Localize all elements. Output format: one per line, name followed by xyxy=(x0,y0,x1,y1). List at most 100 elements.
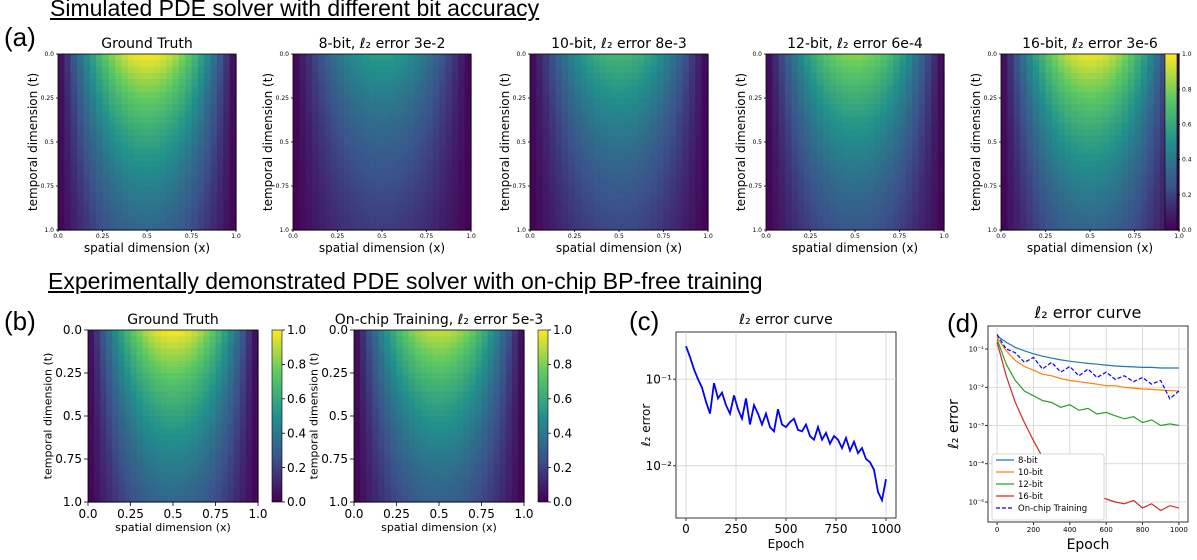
heatmap-cell xyxy=(191,434,198,442)
heatmap-cell xyxy=(215,342,223,350)
heatmap-cell xyxy=(1128,60,1136,68)
heatmap-cell xyxy=(886,179,894,187)
heatmap-cell xyxy=(880,79,888,87)
heatmap-cell xyxy=(612,160,620,168)
heatmap-cell xyxy=(127,60,135,68)
heatmap-cell xyxy=(372,373,379,380)
heatmap-cell xyxy=(842,211,850,219)
heatmap-cell xyxy=(886,142,894,149)
heatmap-cell xyxy=(127,54,135,61)
heatmap-cell xyxy=(1115,211,1123,219)
heatmap-cell xyxy=(587,198,595,206)
heatmap-cell xyxy=(136,465,144,472)
heatmap-cell xyxy=(89,204,97,212)
heatmap-cell xyxy=(599,116,607,124)
heatmap-cell xyxy=(1007,217,1015,225)
heatmap-cell xyxy=(185,477,192,485)
heatmap-cell xyxy=(299,167,307,175)
heatmap-cell xyxy=(912,104,920,112)
heatmap-cell xyxy=(112,422,119,429)
heatmap-cell xyxy=(115,204,123,212)
heatmap-cell xyxy=(829,66,837,74)
heatmap-cell xyxy=(439,79,447,87)
heatmap-cell xyxy=(905,54,913,61)
heatmap-cell xyxy=(695,123,703,131)
heatmap-cell xyxy=(382,110,389,118)
y-tick-label: 0.25 xyxy=(276,95,290,102)
heatmap-cell xyxy=(127,110,135,118)
heatmap-cell xyxy=(1083,186,1091,193)
heatmap-cell xyxy=(1102,142,1110,149)
heatmap-cell xyxy=(58,98,65,105)
heatmap-cell xyxy=(216,142,224,149)
heatmap-cell xyxy=(1134,123,1142,131)
heatmap-cell xyxy=(619,223,626,231)
heatmap-cell xyxy=(360,360,367,368)
heatmap-cell xyxy=(835,60,843,68)
heatmap-cell xyxy=(874,173,882,181)
heatmap-cell xyxy=(657,135,665,143)
heatmap-cell xyxy=(172,116,180,124)
colorbar xyxy=(1164,53,1178,231)
heatmap-cell xyxy=(305,116,313,124)
heatmap-cell xyxy=(1051,116,1059,124)
heatmap-cell xyxy=(153,160,161,168)
heatmap-cell xyxy=(305,204,313,212)
heatmap-cell xyxy=(1090,217,1097,225)
heatmap-cell xyxy=(191,385,198,393)
heatmap-cell xyxy=(354,422,361,429)
heatmap-cell xyxy=(337,173,345,181)
heatmap-cell xyxy=(179,495,186,503)
heatmap-cell xyxy=(118,489,126,497)
heatmap-cell xyxy=(1045,66,1053,74)
heatmap-cell xyxy=(1020,217,1028,225)
heatmap-cell xyxy=(701,154,709,162)
heatmap-cell xyxy=(356,104,364,112)
heatmap-cell xyxy=(331,217,339,225)
heatmap-cell xyxy=(1070,179,1078,187)
panel-b-heatmaps: 0.0 0.25 0.5 0.75 1.00.00.250.50.751.0Ground… xyxy=(42,312,572,534)
heatmap-cell xyxy=(937,154,945,162)
heatmap-cell xyxy=(106,360,113,368)
heatmap-cell xyxy=(354,495,361,503)
heatmap-cell xyxy=(331,79,339,87)
heatmap-cell xyxy=(1159,123,1167,131)
heatmap-cell xyxy=(542,198,550,206)
heatmap-cell xyxy=(568,79,576,87)
heatmap-cell xyxy=(1140,223,1148,231)
heatmap-cell xyxy=(166,336,174,343)
heatmap-cell xyxy=(166,434,174,442)
heatmap-cell xyxy=(439,116,447,124)
heatmap-cell xyxy=(369,217,377,225)
heatmap-cell xyxy=(185,116,193,124)
heatmap-cell xyxy=(153,54,161,61)
heatmap-cell xyxy=(413,123,421,131)
heatmap-cell xyxy=(695,142,703,149)
heatmap-cell xyxy=(337,129,345,137)
heatmap-cell xyxy=(305,104,313,112)
heatmap-cell xyxy=(1140,116,1148,124)
heatmap-cell xyxy=(650,223,658,231)
heatmap-cell xyxy=(64,160,72,168)
heatmap-cell xyxy=(159,98,167,105)
heatmap-cell xyxy=(631,192,639,200)
heatmap-cell xyxy=(1007,167,1015,175)
heatmap-cell xyxy=(625,116,633,124)
heatmap-cell xyxy=(536,160,544,168)
heatmap-cell xyxy=(555,116,563,124)
heatmap-cell xyxy=(1109,135,1117,143)
heatmap-cell xyxy=(197,104,205,112)
heatmap-cell xyxy=(369,66,377,74)
heatmap-cell xyxy=(318,211,326,219)
heatmap-cell xyxy=(239,348,247,356)
heatmap-cell xyxy=(886,110,894,118)
heatmap-cell xyxy=(905,223,913,231)
heatmap-cell xyxy=(77,60,85,68)
heatmap-cell xyxy=(638,79,646,87)
heatmap-cell xyxy=(1077,110,1085,118)
heatmap-cell xyxy=(1020,167,1028,175)
heatmap-cell xyxy=(88,459,95,466)
heatmap-cell xyxy=(100,354,107,362)
heatmap-cell xyxy=(829,223,837,231)
heatmap-cell xyxy=(555,198,563,206)
